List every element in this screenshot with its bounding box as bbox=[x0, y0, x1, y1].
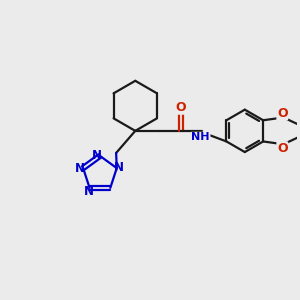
Text: N: N bbox=[114, 161, 124, 174]
Text: O: O bbox=[277, 107, 288, 120]
Text: NH: NH bbox=[191, 132, 210, 142]
Text: N: N bbox=[84, 185, 94, 198]
Text: O: O bbox=[277, 142, 288, 155]
Text: O: O bbox=[176, 101, 186, 114]
Text: N: N bbox=[92, 149, 101, 162]
Text: N: N bbox=[75, 162, 85, 175]
